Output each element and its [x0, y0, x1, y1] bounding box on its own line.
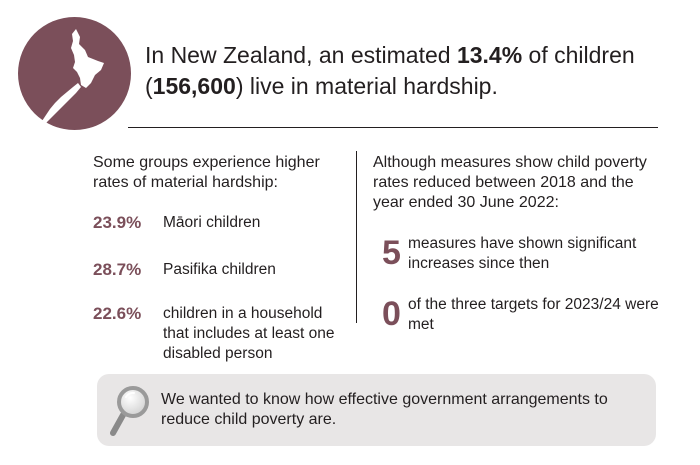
headline-text: of children [522, 42, 635, 68]
stat-value: 22.6% [93, 304, 142, 323]
stat-value: 28.7% [93, 260, 142, 279]
column-divider [356, 151, 357, 323]
headline-text: ) live in material hardship. [235, 73, 498, 99]
measure-row-targets: 0 of the three targets for 2023/24 were … [382, 295, 668, 335]
headline: In New Zealand, an estimated 13.4% of ch… [145, 40, 675, 102]
headline-line-2: (156,600) live in material hardship. [145, 71, 675, 102]
hardship-count: 156,600 [152, 73, 236, 99]
measure-row-increases: 5 measures have shown significant increa… [382, 234, 668, 274]
groups-intro: Some groups experience higher rates of m… [93, 154, 320, 191]
magnifying-glass-icon [108, 385, 152, 437]
hardship-percent: 13.4% [456, 42, 523, 68]
headline-line-1: In New Zealand, an estimated 13.4% of ch… [145, 40, 675, 71]
header-divider [128, 127, 658, 128]
callout-box [97, 374, 656, 446]
measure-label: of the three targets for 2023/24 were me… [408, 296, 659, 333]
callout-text: We wanted to know how effective governme… [161, 391, 608, 428]
stat-label: Māori children [163, 214, 261, 231]
stat-label: children in a household that includes at… [163, 305, 335, 362]
stat-row-maori: 23.9% Māori children [93, 213, 343, 233]
measure-value: 0 [382, 295, 401, 333]
measure-label: measures have shown significant increase… [408, 235, 637, 272]
headline-text: ( [145, 73, 153, 99]
stat-label: Pasifika children [163, 261, 276, 278]
stat-row-pasifika: 28.7% Pasifika children [93, 260, 343, 280]
stat-row-disabled: 22.6% children in a household that inclu… [93, 304, 348, 364]
stat-value: 23.9% [93, 213, 142, 232]
measure-value: 5 [382, 234, 401, 272]
measures-intro: Although measures show child poverty rat… [373, 154, 647, 211]
nz-map-icon [18, 17, 131, 130]
headline-text: In New Zealand, an estimated [145, 42, 457, 68]
